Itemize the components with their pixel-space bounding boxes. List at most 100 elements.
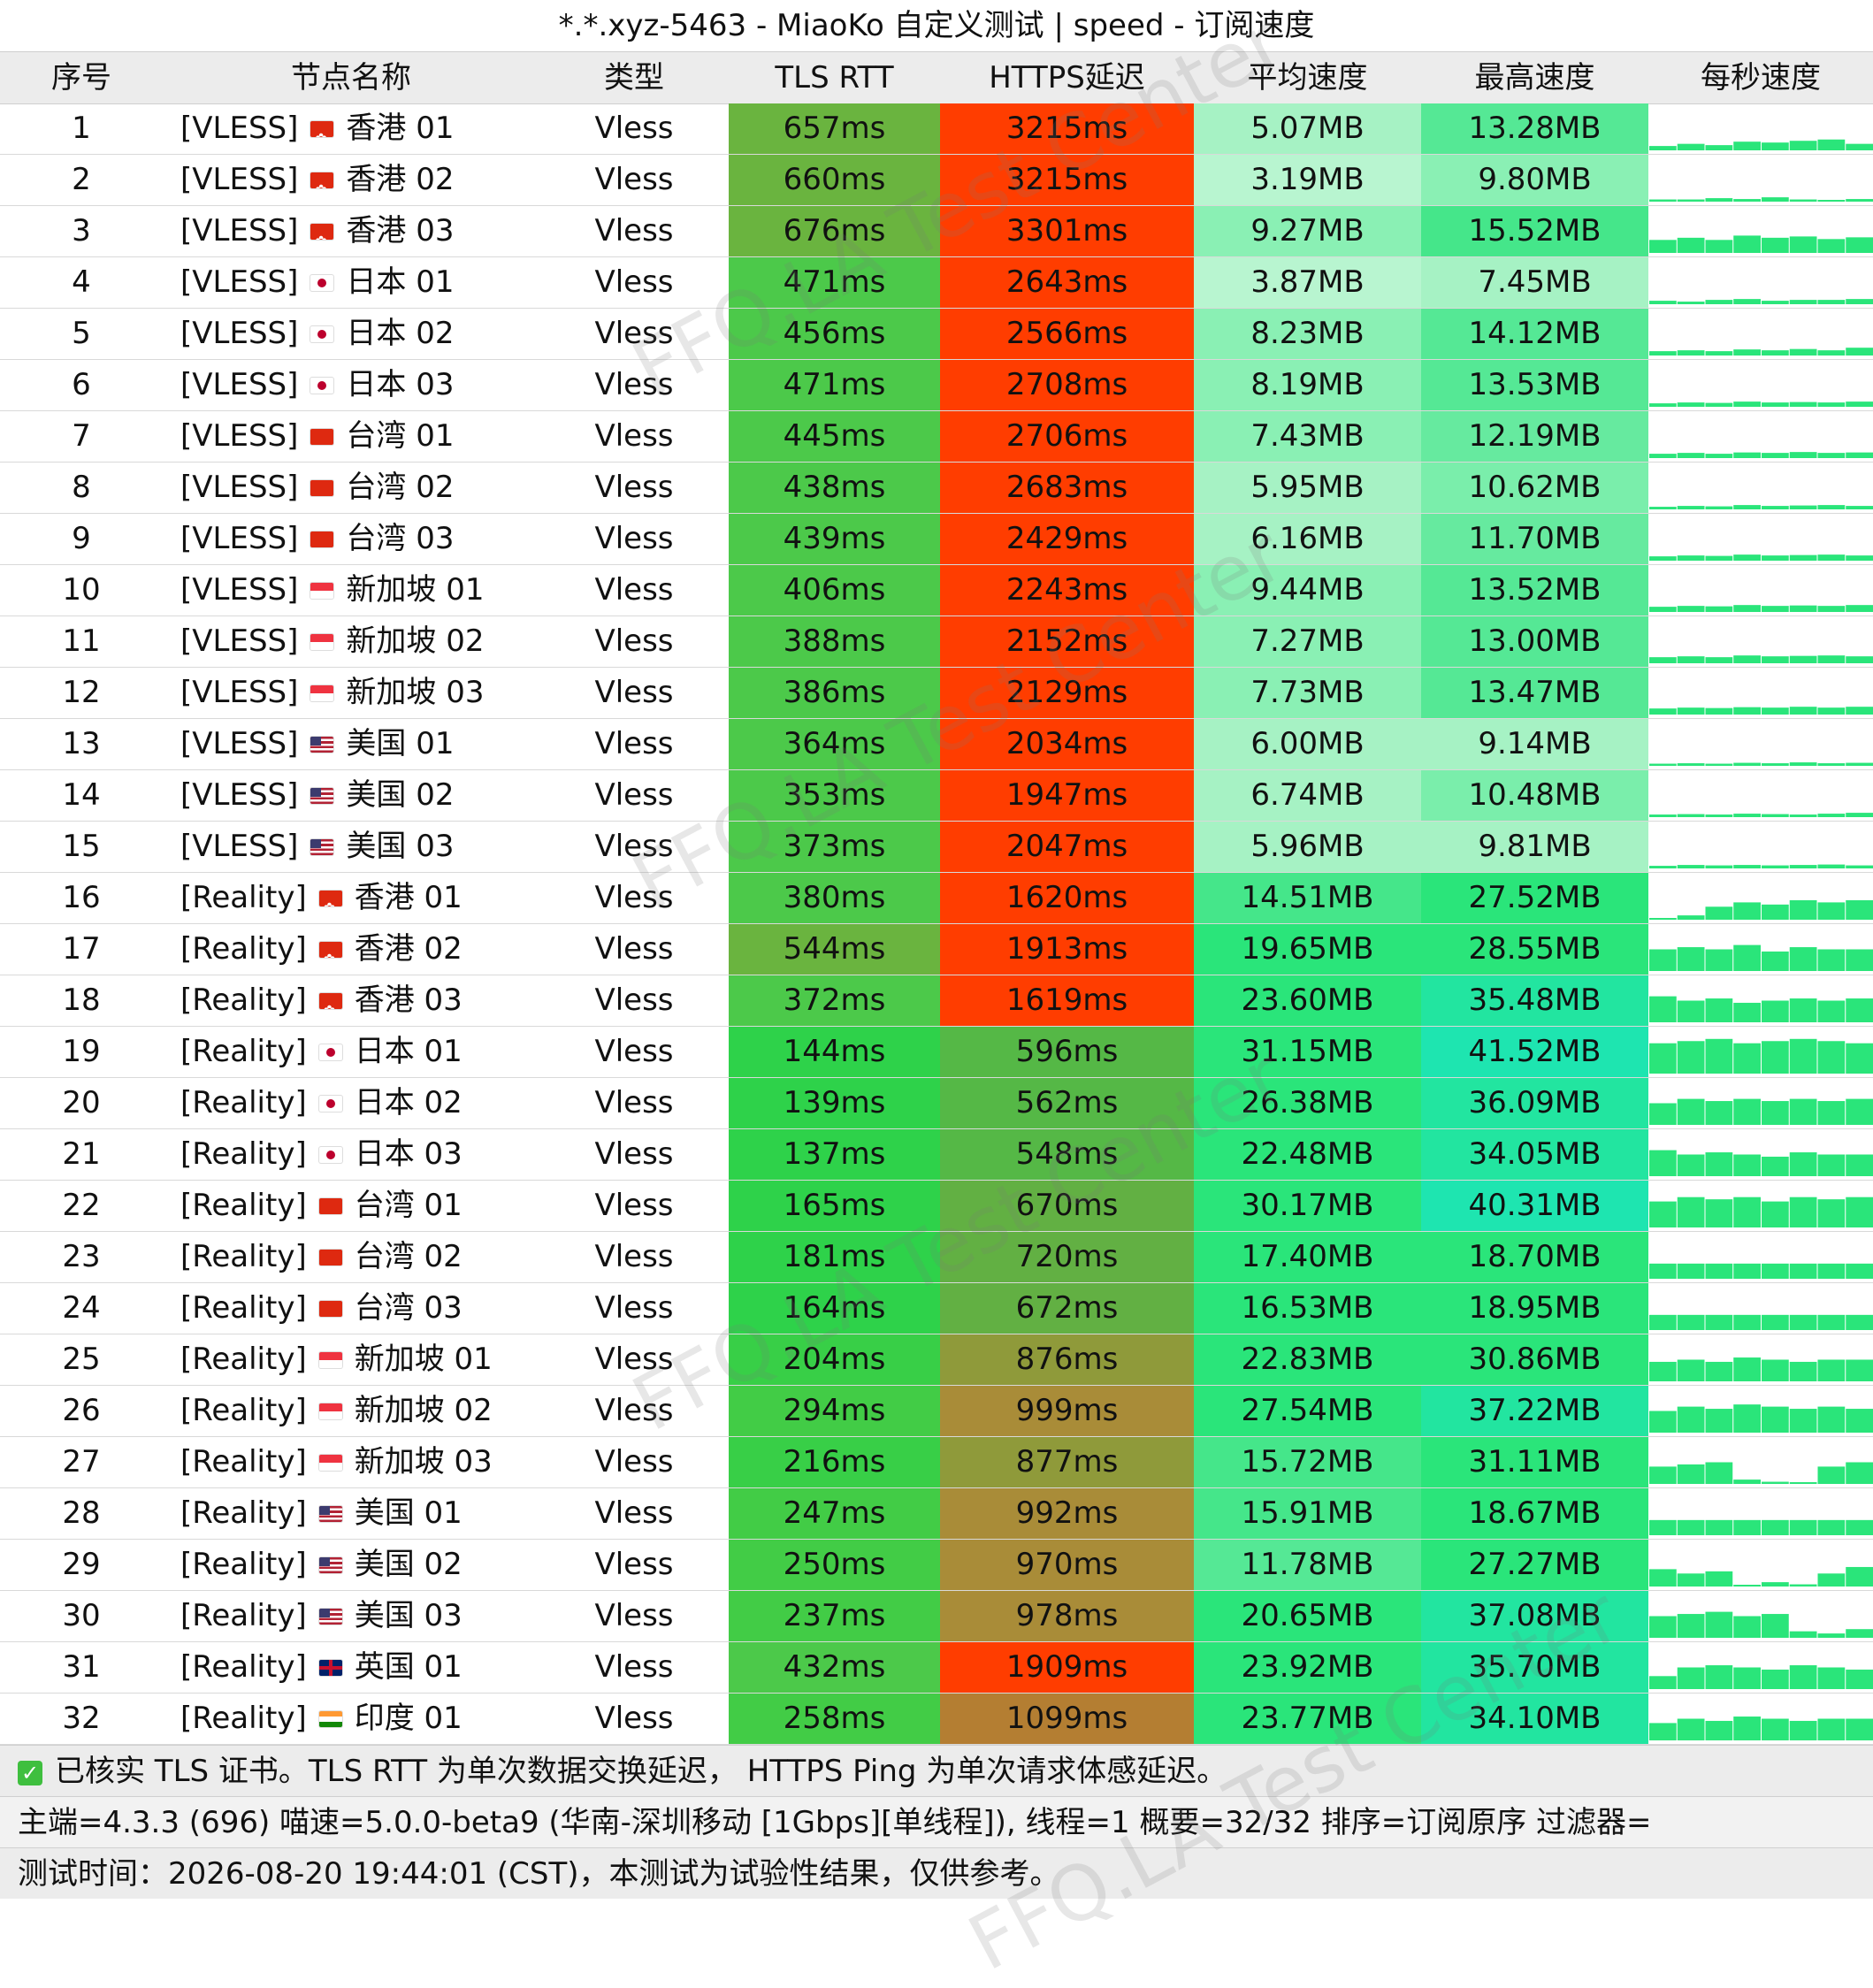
row-index: 23 xyxy=(62,1239,101,1274)
node-type: Vless xyxy=(594,777,674,813)
row-index: 21 xyxy=(62,1136,101,1172)
speed-sparkline xyxy=(1648,155,1873,205)
sparkline-bar xyxy=(1817,350,1846,356)
node-name-cell: [Reality] 美国 02 xyxy=(163,1540,539,1590)
node-name: 香港 01 xyxy=(354,880,463,915)
sparkline-bar xyxy=(1762,1582,1789,1587)
avg-speed-value: 8.23MB xyxy=(1194,309,1421,359)
sparkline-bar xyxy=(1846,1263,1873,1279)
sparkline-bar xyxy=(1789,1197,1817,1227)
sparkline-bar xyxy=(1789,947,1817,971)
sparkline-bar xyxy=(1846,998,1873,1022)
node-name-cell: [VLESS] 新加坡 01 xyxy=(163,565,539,616)
node-protocol-tag: [Reality] xyxy=(180,983,307,1018)
sparkline-bar xyxy=(1677,1197,1705,1227)
sparkline-chart xyxy=(1649,348,1873,356)
tls-rtt-value: 471ms xyxy=(729,257,940,308)
sparkline-bar xyxy=(1705,1263,1733,1279)
node-type: Vless xyxy=(594,367,674,402)
speed-sparkline xyxy=(1648,1181,1873,1231)
sparkline-chart xyxy=(1649,505,1873,509)
tls-rtt-value: 660ms xyxy=(729,155,940,205)
sparkline-bar xyxy=(1817,1573,1846,1587)
node-type: Vless xyxy=(594,418,674,454)
https-latency-value: 596ms xyxy=(940,1027,1194,1077)
row-index: 30 xyxy=(62,1598,101,1633)
tls-rtt-value: 406ms xyxy=(729,565,940,616)
node-name-cell: [Reality] 台湾 02 xyxy=(163,1232,539,1282)
jp-flag-icon xyxy=(318,1095,342,1112)
row-index: 20 xyxy=(62,1085,101,1120)
speed-sparkline xyxy=(1648,1078,1873,1128)
node-type: Vless xyxy=(594,880,674,915)
row-index: 7 xyxy=(72,418,91,454)
node-protocol-tag: [VLESS] xyxy=(180,470,299,505)
node-protocol-tag: [Reality] xyxy=(180,1495,307,1531)
jp-flag-icon xyxy=(310,274,334,291)
avg-speed-value: 23.60MB xyxy=(1194,975,1421,1026)
node-name-cell: [VLESS] 新加坡 02 xyxy=(163,616,539,667)
sparkline-bar xyxy=(1705,506,1733,509)
row-index: 28 xyxy=(62,1495,101,1531)
sparkline-bar xyxy=(1789,505,1817,509)
max-speed-value: 31.11MB xyxy=(1421,1437,1648,1487)
sparkline-bar xyxy=(1846,707,1873,715)
node-protocol-tag: [Reality] xyxy=(180,1290,307,1326)
node-name-cell: [VLESS] 日本 01 xyxy=(163,257,539,308)
node-name: 台湾 01 xyxy=(354,1188,463,1223)
footer-line-2: 主端=4.3.3 (696) 喵速=5.0.0-beta9 (华南-深圳移动 [… xyxy=(18,1805,1652,1840)
jp-flag-icon xyxy=(310,377,334,394)
speed-sparkline xyxy=(1648,257,1873,308)
max-speed-value: 35.70MB xyxy=(1421,1642,1648,1693)
sparkline-bar xyxy=(1789,605,1817,612)
sparkline-bar xyxy=(1762,350,1789,356)
row-index: 4 xyxy=(72,264,91,300)
sparkline-bar xyxy=(1817,139,1846,150)
sparkline-bar xyxy=(1677,1718,1705,1740)
https-latency-value: 670ms xyxy=(940,1181,1194,1231)
sparkline-bar xyxy=(1817,1667,1846,1689)
sparkline-bar xyxy=(1762,237,1789,253)
node-name: 美国 02 xyxy=(354,1547,463,1582)
sparkline-bar xyxy=(1649,1201,1677,1227)
sparkline-bar xyxy=(1733,1154,1761,1176)
sparkline-bar xyxy=(1846,656,1873,663)
sparkline-bar xyxy=(1846,1197,1873,1227)
speed-sparkline xyxy=(1648,1386,1873,1436)
table-row: 5 [VLESS] 日本 02 Vless 456ms 2566ms 8.23MB 14.12… xyxy=(0,309,1873,360)
sparkline-bar xyxy=(1733,505,1761,509)
sparkline-bar xyxy=(1705,998,1733,1022)
speed-sparkline xyxy=(1648,770,1873,821)
sparkline-bar xyxy=(1817,763,1846,766)
us-flag-icon xyxy=(310,736,334,753)
table-row: 32 [Reality] 印度 01 Vless 258ms 1099ms 23.77MB 3… xyxy=(0,1694,1873,1745)
sparkline-bar xyxy=(1762,1406,1789,1433)
table-row: 6 [VLESS] 日本 03 Vless 471ms 2708ms 8.19MB 13.53… xyxy=(0,360,1873,411)
node-name-cell: [VLESS] 美国 03 xyxy=(163,822,539,872)
tls-rtt-value: 294ms xyxy=(729,1386,940,1436)
max-speed-value: 27.27MB xyxy=(1421,1540,1648,1590)
node-type: Vless xyxy=(594,572,674,608)
tw-flag-icon xyxy=(318,1197,342,1214)
table-row: 27 [Reality] 新加坡 03 Vless 216ms 877ms 15.72MB 3… xyxy=(0,1437,1873,1488)
sparkline-bar xyxy=(1846,555,1873,561)
max-speed-value: 10.48MB xyxy=(1421,770,1648,821)
speed-sparkline xyxy=(1648,1642,1873,1693)
max-speed-value: 34.10MB xyxy=(1421,1694,1648,1744)
max-speed-value: 30.86MB xyxy=(1421,1334,1648,1385)
header-type: 类型 xyxy=(604,60,664,96)
sparkline-bar xyxy=(1677,707,1705,715)
node-name: 新加坡 03 xyxy=(354,1444,493,1480)
sparkline-bar xyxy=(1649,1043,1677,1074)
node-type: Vless xyxy=(594,675,674,710)
sparkline-bar xyxy=(1677,302,1705,304)
table-row: 14 [VLESS] 美国 02 Vless 353ms 1947ms 6.74MB 10.4… xyxy=(0,770,1873,822)
https-latency-value: 970ms xyxy=(940,1540,1194,1590)
https-latency-value: 1947ms xyxy=(940,770,1194,821)
sparkline-bar xyxy=(1762,1359,1789,1381)
speed-sparkline xyxy=(1648,822,1873,872)
sparkline-bar xyxy=(1762,402,1789,407)
avg-speed-value: 9.44MB xyxy=(1194,565,1421,616)
sparkline-bar xyxy=(1817,606,1846,612)
node-protocol-tag: [Reality] xyxy=(180,1444,307,1480)
